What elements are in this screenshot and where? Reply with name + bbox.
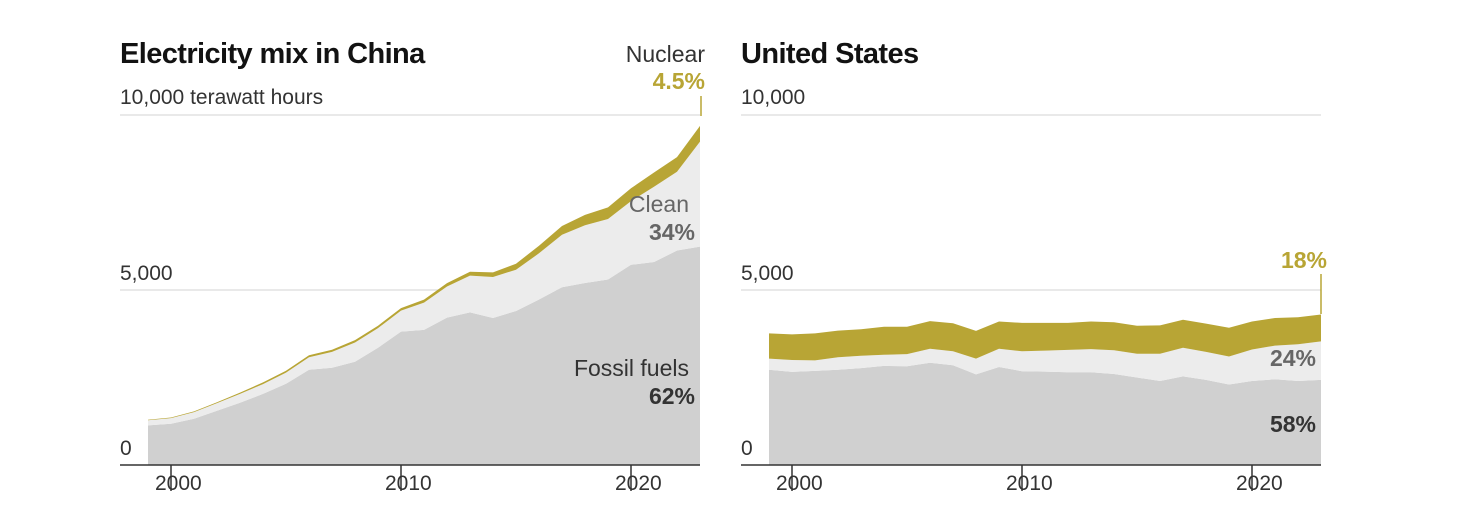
us-xtick-2000: 2000	[776, 472, 823, 495]
china-ytick-0: 0	[120, 437, 132, 460]
us-area-fossil-fuels	[769, 362, 1321, 465]
china-ytick-5000: 5,000	[120, 262, 173, 285]
china-chart-title: Electricity mix in China	[120, 38, 426, 70]
china-chart: Electricity mix in China 10,000 terawatt…	[120, 38, 705, 495]
china-xtick-2000: 2000	[155, 472, 202, 495]
us-nuclear-pct: 18%	[1281, 247, 1327, 273]
us-axes	[741, 464, 1321, 491]
us-ytick-10000: 10,000	[741, 86, 805, 109]
us-ytick-5000: 5,000	[741, 262, 794, 285]
china-xtick-2010: 2010	[385, 472, 432, 495]
china-nuclear-label: Nuclear	[626, 41, 706, 67]
china-fossil-label: Fossil fuels	[574, 355, 689, 381]
china-areas	[148, 125, 700, 465]
china-nuclear-pct: 4.5%	[653, 68, 705, 94]
china-axes	[120, 464, 700, 491]
us-clean-pct: 24%	[1270, 345, 1316, 371]
us-area-clean	[769, 341, 1321, 385]
us-area-nuclear	[769, 314, 1321, 361]
us-xtick-2010: 2010	[1006, 472, 1053, 495]
china-clean-pct: 34%	[649, 219, 695, 245]
us-ytick-0: 0	[741, 437, 753, 460]
china-ytick-10000: 10,000 terawatt hours	[120, 86, 323, 109]
china-clean-label: Clean	[629, 191, 689, 217]
china-area-fossil-fuels	[148, 246, 700, 465]
china-fossil-pct: 62%	[649, 383, 695, 409]
us-fossil-pct: 58%	[1270, 411, 1316, 437]
us-gridlines	[741, 114, 1321, 291]
us-areas	[769, 314, 1321, 465]
china-xtick-2020: 2020	[615, 472, 662, 495]
us-xtick-2020: 2020	[1236, 472, 1283, 495]
us-chart-title: United States	[741, 38, 919, 70]
us-chart: United States 10,000 5,000 0 2000 2010 2…	[741, 38, 1327, 495]
